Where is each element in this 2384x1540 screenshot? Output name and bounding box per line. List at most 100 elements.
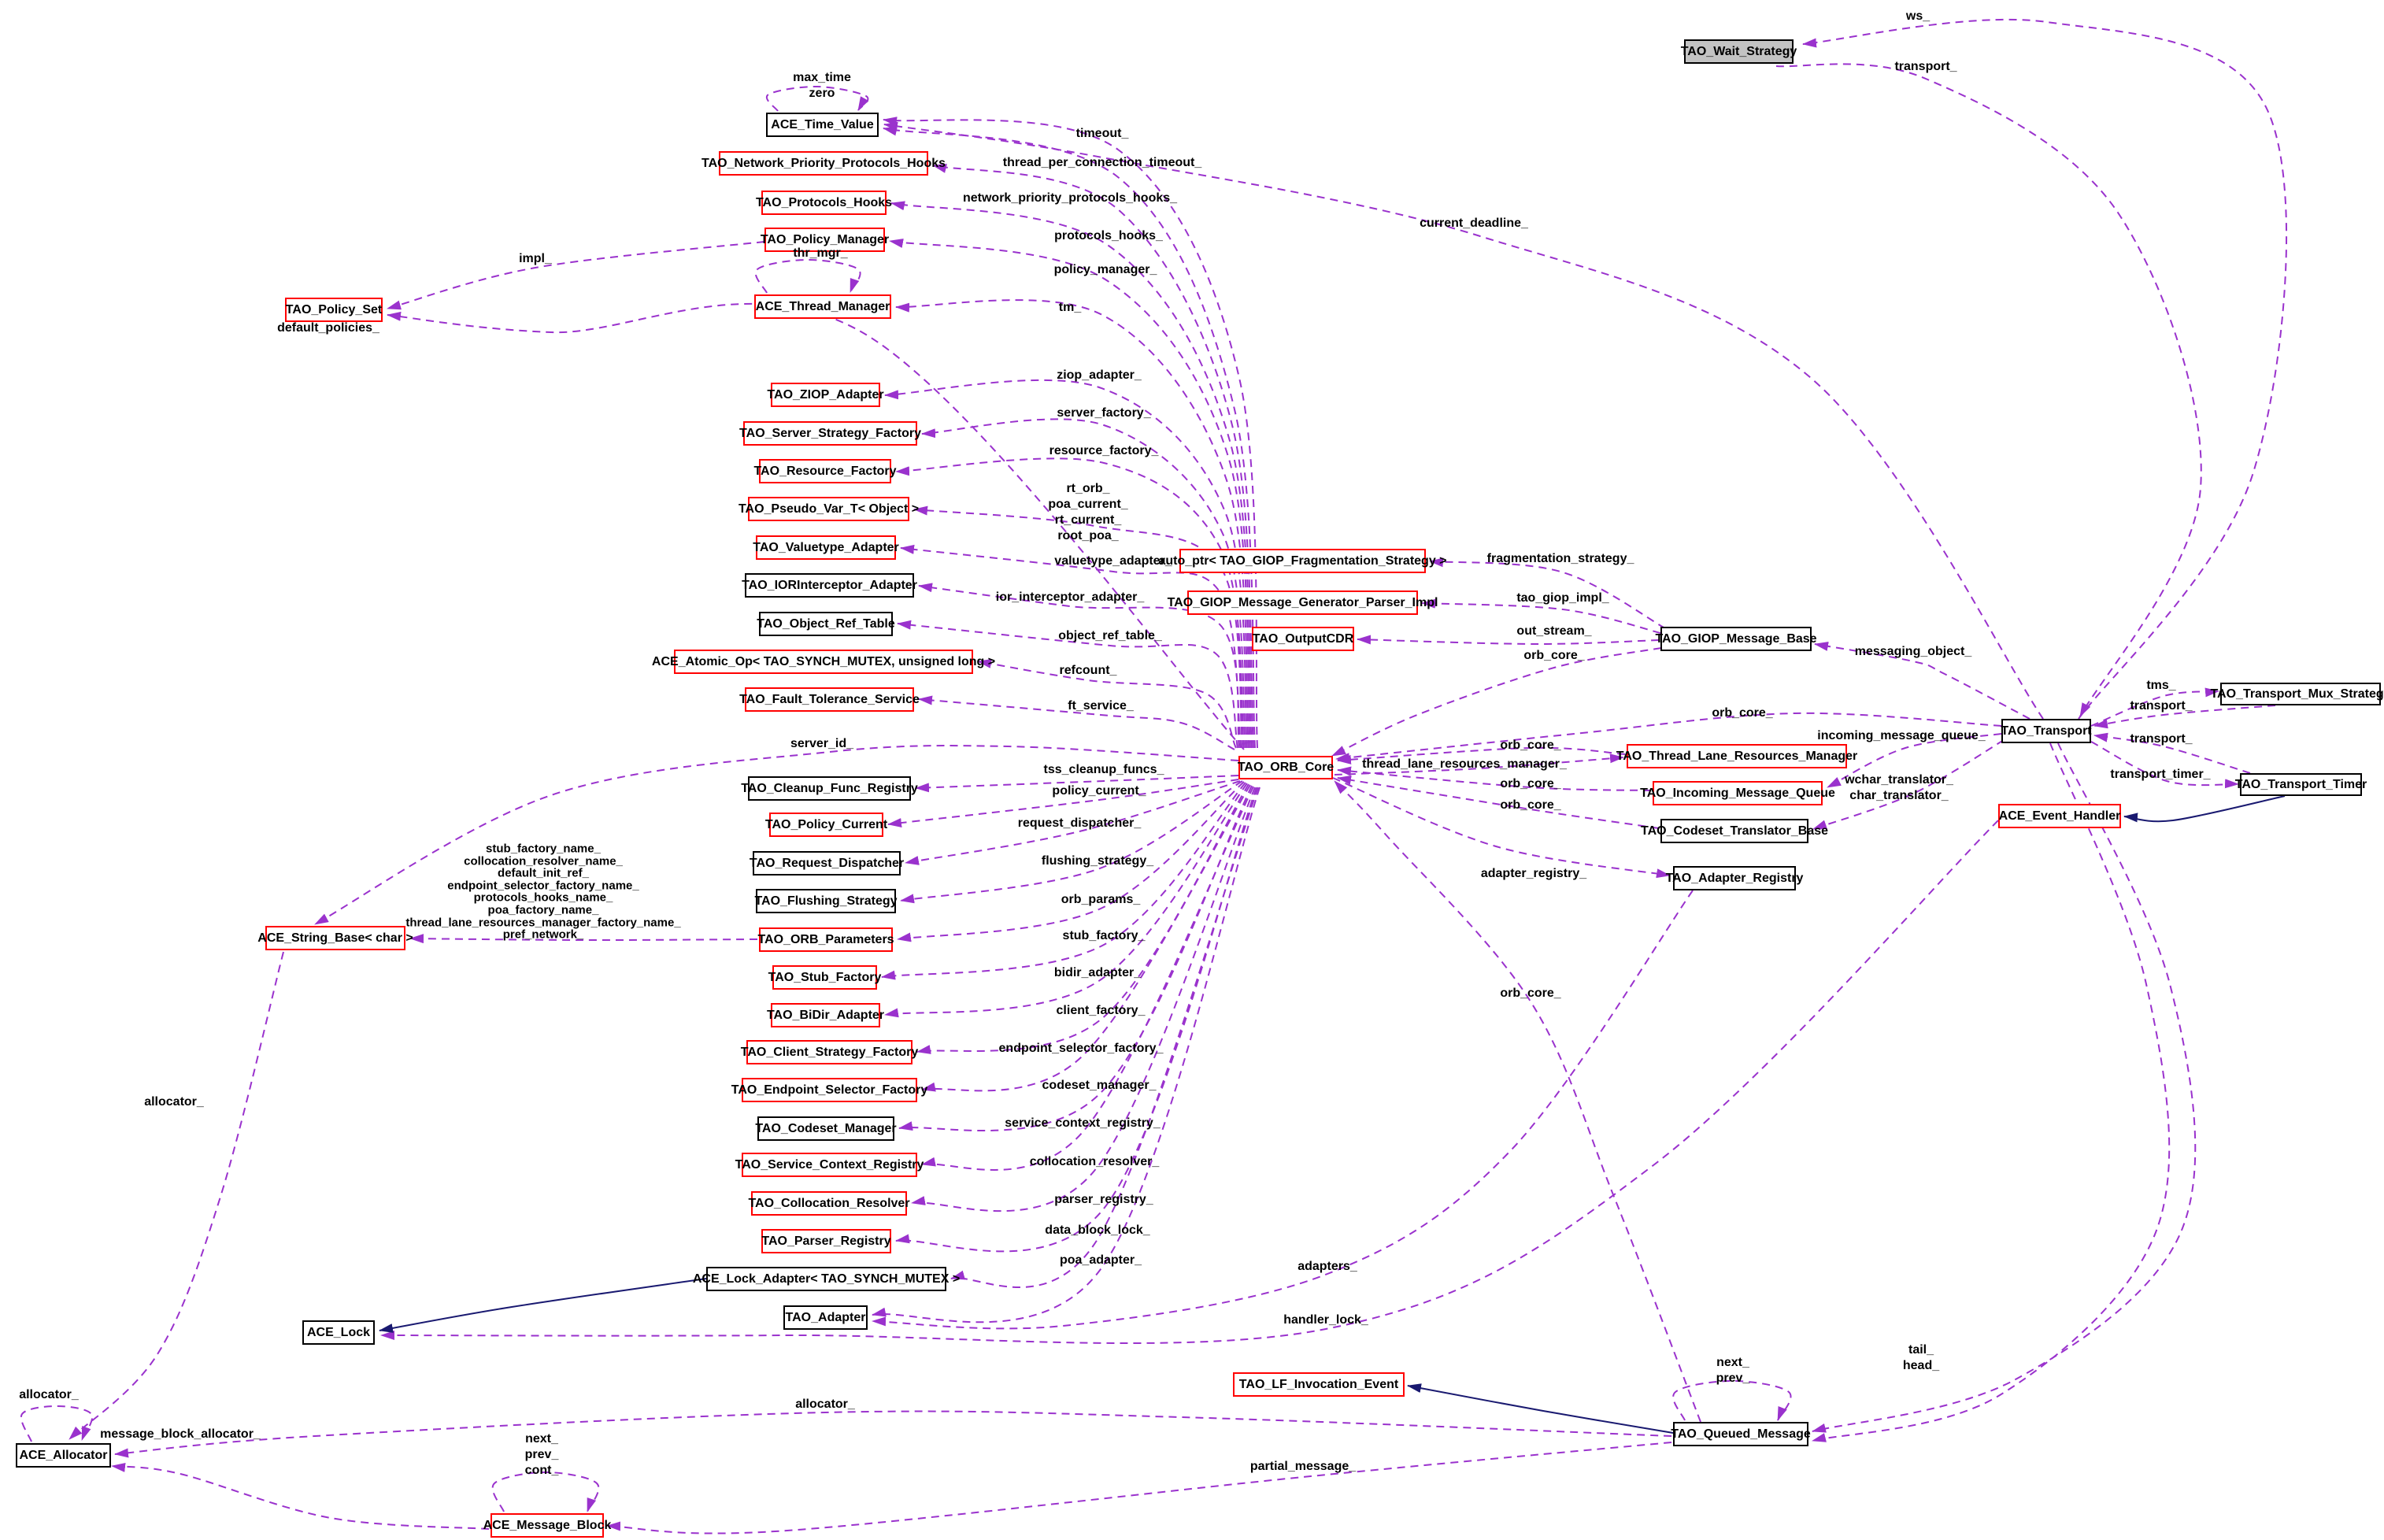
edge-orb-core-to-codeset-manager (898, 785, 1253, 1132)
edge-orb-core-to-thread-lane-resources-manager (1334, 753, 1624, 776)
node-service-context-registry[interactable]: TAO_Service_Context_Registry (735, 1153, 924, 1177)
node-flushing-strategy[interactable]: TAO_Flushing_Strategy (754, 889, 898, 913)
node-policy-current[interactable]: TAO_Policy_Current (765, 813, 887, 837)
node-ace-lock[interactable]: ACE_Lock (302, 1320, 375, 1345)
node-codeset-translator-base[interactable]: TAO_Codeset_Translator_Base (1641, 819, 1828, 843)
node-giop-message-base[interactable]: TAO_GIOP_Message_Base (1655, 627, 1817, 651)
edge-orb-core-to-client-strategy-factory (916, 783, 1249, 1054)
edge-queued-message-to-allocator (114, 1410, 1672, 1458)
edge-orb-core-to-pseudo-var-t-object (913, 505, 1243, 749)
node-atomic-op[interactable]: ACE_Atomic_Op< TAO_SYNCH_MUTEX, unsigned… (652, 650, 995, 674)
node-pseudo-var-t-object[interactable]: TAO_Pseudo_Var_T< Object > (739, 497, 919, 521)
edge-orb-core-to-lock-adapter (950, 787, 1259, 1289)
node-adapter-registry[interactable]: TAO_Adapter_Registry (1666, 866, 1803, 890)
node-thread-manager[interactable]: ACE_Thread_Manager (754, 294, 891, 319)
node-lock-adapter[interactable]: ACE_Lock_Adapter< TAO_SYNCH_MUTEX > (693, 1267, 960, 1291)
edge-orb-core-to-tao-adapter (872, 787, 1260, 1323)
edge-orb-core-to-policy-set (387, 302, 1245, 750)
edge-orb-core-to-resource-factory (895, 457, 1245, 749)
node-client-strategy-factory[interactable]: TAO_Client_Strategy_Factory (741, 1040, 918, 1064)
node-queued-message[interactable]: TAO_Queued_Message (1671, 1422, 1811, 1446)
node-transport-mux-strategy[interactable]: TAO_Transport_Mux_Strategy (2210, 683, 2384, 705)
edge-giop-message-base-to-giop-message-generator-parser-impl (1421, 598, 1661, 634)
node-stub-factory[interactable]: TAO_Stub_Factory (768, 965, 881, 990)
edge-orb-core-to-parser-registry (895, 787, 1257, 1253)
edge-transport-to-queued-message (1812, 742, 2197, 1433)
node-object-ref-table[interactable]: TAO_Object_Ref_Table (757, 612, 895, 636)
node-wait-strategy[interactable]: TAO_Wait_Strategy (1681, 39, 1797, 64)
edge-allocator-to-allocator (20, 1405, 94, 1442)
edge-orb-core-to-server-strategy-factory (921, 418, 1246, 749)
edge-giop-message-base-to-orb-core (1331, 647, 1662, 757)
edge-adapter-registry-to-tao-adapter (872, 890, 1694, 1330)
edge-string-base-char-to-allocator (68, 951, 284, 1440)
node-transport[interactable]: TAO_Transport (2001, 719, 2092, 743)
node-tao-adapter[interactable]: TAO_Adapter (783, 1305, 868, 1330)
edge-giop-message-base-to-output-cdr (1357, 635, 1660, 646)
node-valuetype-adapter[interactable]: TAO_Valuetype_Adapter (753, 535, 899, 560)
edge-orb-core-to-object-ref-table (897, 620, 1238, 749)
edge-orb-core-to-service-context-registry (921, 786, 1254, 1171)
edge-transport-to-orb-core (1335, 712, 2002, 763)
node-endpoint-selector-factory[interactable]: TAO_Endpoint_Selector_Factory (731, 1078, 927, 1102)
edge-policy-manager-to-policy-set (387, 241, 765, 310)
edge-lock-adapter-to-ace-lock (379, 1278, 707, 1333)
edge-transport-to-transport-mux-strategy (2090, 687, 2219, 727)
node-message-block[interactable]: ACE_Message_Block (483, 1513, 611, 1538)
node-fault-tolerance-service[interactable]: TAO_Fault_Tolerance_Service (739, 687, 920, 712)
node-transport-timer[interactable]: TAO_Transport_Timer (2235, 773, 2367, 796)
node-incoming-message-queue[interactable]: TAO_Incoming_Message_Queue (1640, 781, 1835, 805)
edge-transport-to-queued-message (1812, 742, 2171, 1442)
edge-orb-core-to-fault-tolerance-service (918, 695, 1235, 750)
node-bidir-adapter[interactable]: TAO_BiDir_Adapter (767, 1003, 884, 1027)
node-orb-core[interactable]: TAO_ORB_Core (1238, 756, 1334, 779)
edge-thread-manager-to-thread-manager (754, 258, 861, 294)
edge-orb-core-to-stub-factory (881, 782, 1246, 980)
edge-orb-core-to-policy-manager (889, 239, 1251, 749)
edge-orb-core-to-orb-parameters (897, 781, 1245, 942)
edge-orb-core-to-flushing-strategy (900, 780, 1243, 904)
node-request-dispatcher[interactable]: TAO_Request_Dispatcher (750, 851, 904, 876)
edge-orb-core-to-endpoint-selector-factory (921, 784, 1251, 1092)
node-policy-set[interactable]: TAO_Policy_Set (285, 298, 383, 322)
node-lf-invocation-event[interactable]: TAO_LF_Invocation_Event (1233, 1372, 1405, 1397)
node-auto-ptr-giop-fragmentation-strategy[interactable]: auto_ptr< TAO_GIOP_Fragmentation_Strateg… (1159, 549, 1447, 573)
node-orb-parameters[interactable]: TAO_ORB_Parameters (757, 927, 894, 952)
edge-orb-parameters-to-string-base-char (409, 934, 758, 944)
edge-queued-message-to-queued-message (1672, 1379, 1792, 1421)
edge-orb-core-to-string-base-char (314, 745, 1239, 925)
node-ace-time-value[interactable]: ACE_Time_Value (766, 113, 879, 137)
edge-orb-core-to-thread-manager (895, 299, 1249, 749)
node-cleanup-func-registry[interactable]: TAO_Cleanup_Func_Registry (741, 776, 918, 801)
edge-transport-to-wait-strategy (1802, 18, 2288, 720)
edge-orb-core-to-protocols-hooks (890, 201, 1253, 749)
node-resource-factory[interactable]: TAO_Resource_Factory (753, 459, 897, 483)
edge-orb-core-to-ziop-adapter (884, 379, 1248, 749)
node-policy-manager[interactable]: TAO_Policy_Manager (761, 228, 889, 252)
edge-orb-core-to-network-priority-protocols-hooks (932, 164, 1254, 749)
node-iorinterceptor-adapter[interactable]: TAO_IORInterceptor_Adapter (742, 573, 917, 598)
edge-transport-to-transport-timer (2090, 741, 2239, 789)
node-codeset-manager[interactable]: TAO_Codeset_Manager (755, 1116, 897, 1141)
edge-thread-lane-resources-manager-to-orb-core (1337, 746, 1626, 764)
node-network-priority-protocols-hooks[interactable]: TAO_Network_Priority_Protocols_Hooks (702, 151, 946, 176)
edge-ace-time-value-to-ace-time-value (766, 85, 869, 112)
edge-transport-to-giop-message-base (1814, 642, 2030, 720)
node-server-strategy-factory[interactable]: TAO_Server_Strategy_Factory (739, 421, 921, 446)
edge-orb-core-to-valuetype-adapter (900, 544, 1242, 749)
node-thread-lane-resources-manager[interactable]: TAO_Thread_Lane_Resources_Manager (1616, 744, 1857, 768)
node-giop-message-generator-parser-impl[interactable]: TAO_GIOP_Message_Generator_Parser_Impl (1168, 590, 1438, 615)
node-string-base-char[interactable]: ACE_String_Base< char > (257, 926, 413, 950)
node-allocator[interactable]: ACE_Allocator (16, 1443, 111, 1468)
node-protocols-hooks[interactable]: TAO_Protocols_Hooks (756, 191, 892, 215)
edge-codeset-translator-base-to-orb-core (1337, 775, 1660, 829)
edge-transport-timer-to-event-handler (2123, 795, 2286, 823)
edge-queued-message-to-message-block (606, 1442, 1672, 1534)
node-collocation-resolver[interactable]: TAO_Collocation_Resolver (748, 1191, 910, 1216)
node-ziop-adapter[interactable]: TAO_ZIOP_Adapter (767, 383, 884, 407)
edge-wait-strategy-to-transport (1775, 63, 2202, 717)
node-event-handler[interactable]: ACE_Event_Handler (1998, 804, 2121, 828)
node-output-cdr[interactable]: TAO_OutputCDR (1252, 627, 1354, 651)
node-parser-registry[interactable]: TAO_Parser_Registry (761, 1229, 891, 1253)
edge-incoming-message-queue-to-orb-core (1337, 766, 1652, 791)
